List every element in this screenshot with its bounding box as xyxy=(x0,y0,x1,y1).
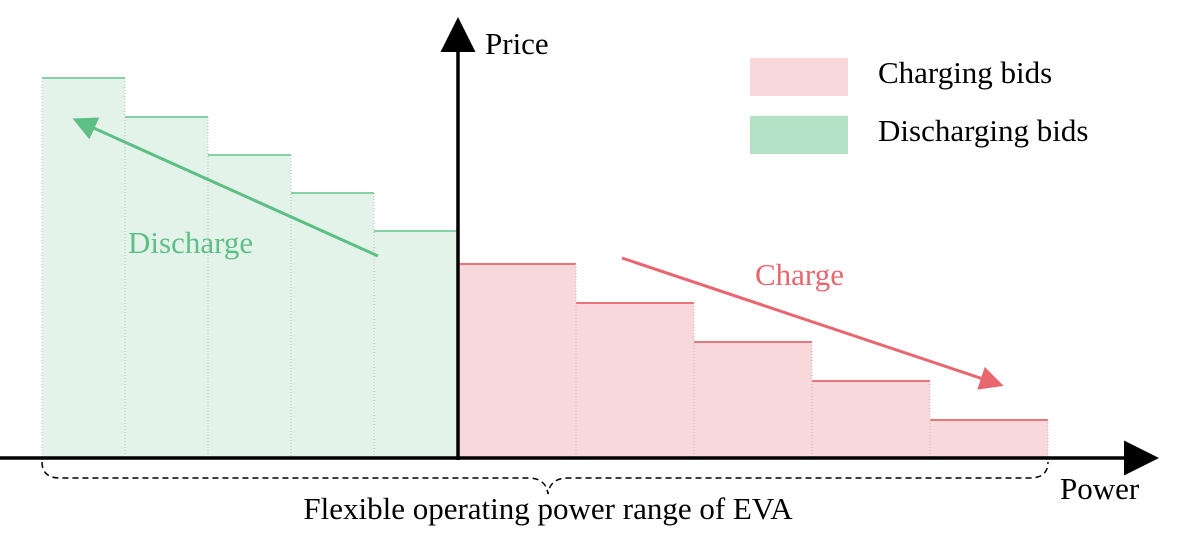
legend-swatch-charging xyxy=(750,58,848,96)
discharging-bars xyxy=(41,77,458,458)
charge-label: Charge xyxy=(755,257,844,292)
y-axis-label: Price xyxy=(485,26,549,61)
legend-label: Discharging bids xyxy=(878,113,1088,148)
legend-label: Charging bids xyxy=(878,55,1052,90)
range-brace xyxy=(41,461,1049,495)
charging-bars xyxy=(458,263,1049,458)
legend-swatch-discharging xyxy=(750,116,848,154)
discharge-label: Discharge xyxy=(128,225,253,260)
x-axis-label: Power xyxy=(1060,471,1140,506)
charge-arrow xyxy=(621,256,1004,390)
caption: Flexible operating power range of EVA xyxy=(303,491,793,526)
discharge-arrow xyxy=(72,117,379,258)
